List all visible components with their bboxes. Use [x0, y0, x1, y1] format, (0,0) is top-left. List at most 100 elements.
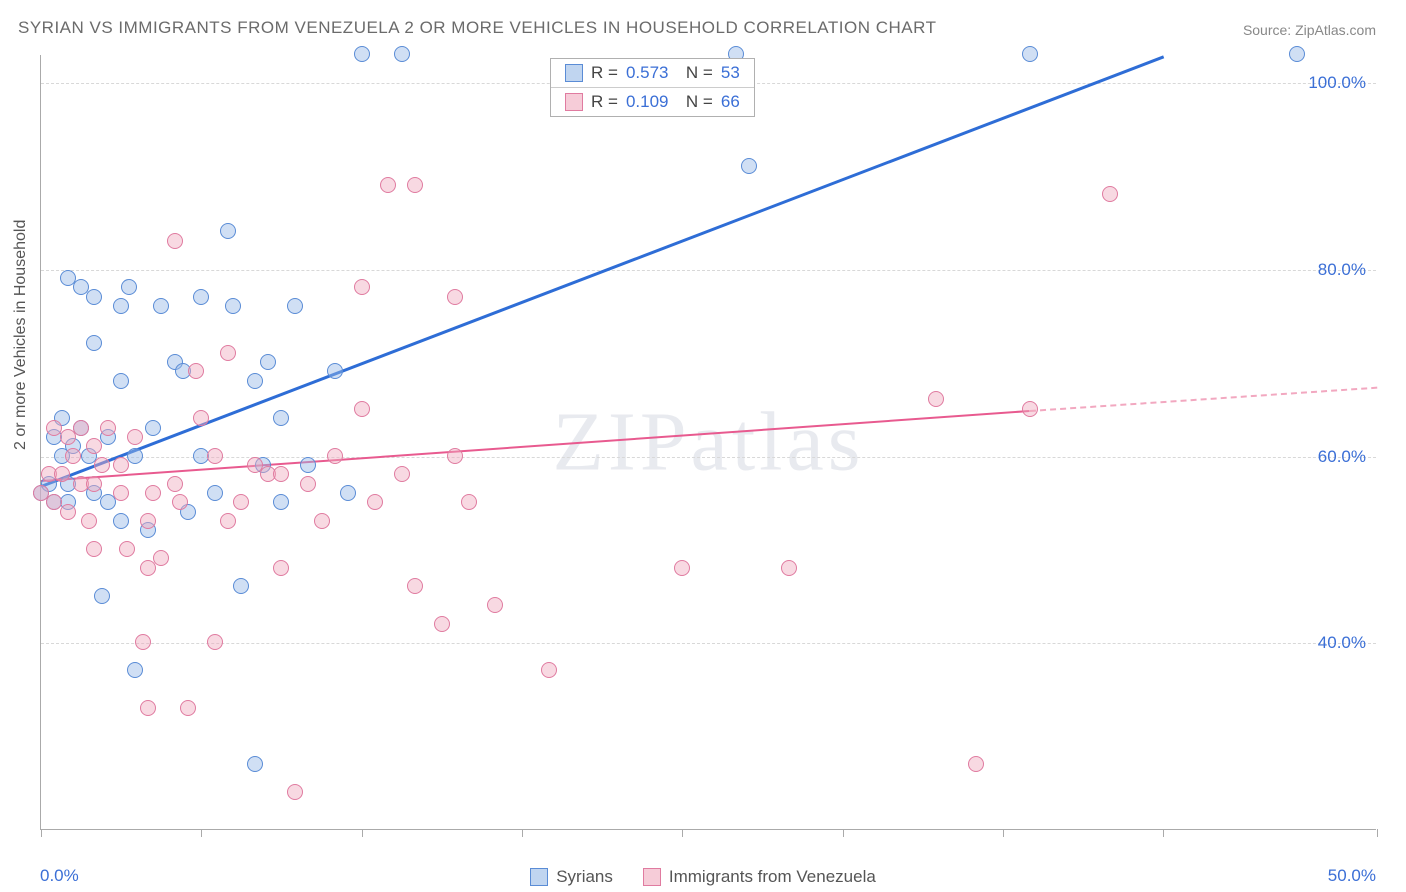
data-point	[1022, 401, 1038, 417]
chart-container: SYRIAN VS IMMIGRANTS FROM VENEZUELA 2 OR…	[0, 0, 1406, 892]
data-point	[180, 700, 196, 716]
stats-legend: R = 0.573 N = 53 R = 0.109 N = 66	[550, 58, 755, 117]
x-tick-label: 50.0%	[1328, 866, 1376, 886]
data-point	[461, 494, 477, 510]
y-tick-label: 40.0%	[1318, 633, 1366, 653]
data-point	[188, 363, 204, 379]
data-point	[127, 662, 143, 678]
legend-label: Syrians	[556, 867, 613, 887]
data-point	[273, 560, 289, 576]
data-point	[145, 485, 161, 501]
stat-r-value: 0.109	[626, 92, 669, 112]
data-point	[447, 448, 463, 464]
data-point	[86, 541, 102, 557]
x-tick	[522, 829, 523, 837]
data-point	[314, 513, 330, 529]
data-point	[113, 513, 129, 529]
data-point	[207, 448, 223, 464]
data-point	[741, 158, 757, 174]
data-point	[153, 298, 169, 314]
data-point	[434, 616, 450, 632]
swatch-pink	[565, 93, 583, 111]
x-tick	[362, 829, 363, 837]
trend-line	[41, 410, 1030, 482]
data-point	[65, 448, 81, 464]
data-point	[220, 513, 236, 529]
data-point	[60, 504, 76, 520]
data-point	[300, 457, 316, 473]
data-point	[94, 588, 110, 604]
gridline	[41, 643, 1376, 644]
data-point	[119, 541, 135, 557]
source-label: Source: ZipAtlas.com	[1243, 22, 1376, 38]
data-point	[86, 335, 102, 351]
data-point	[541, 662, 557, 678]
data-point	[81, 513, 97, 529]
stat-n-value: 66	[721, 92, 740, 112]
data-point	[127, 429, 143, 445]
data-point	[113, 298, 129, 314]
y-tick-label: 100.0%	[1308, 73, 1366, 93]
data-point	[167, 233, 183, 249]
swatch-blue	[530, 868, 548, 886]
legend-item-syrians: Syrians	[530, 867, 613, 887]
data-point	[135, 634, 151, 650]
data-point	[300, 476, 316, 492]
data-point	[1022, 46, 1038, 62]
data-point	[781, 560, 797, 576]
data-point	[273, 466, 289, 482]
data-point	[968, 756, 984, 772]
data-point	[674, 560, 690, 576]
data-point	[207, 485, 223, 501]
data-point	[113, 485, 129, 501]
data-point	[86, 438, 102, 454]
data-point	[447, 289, 463, 305]
data-point	[367, 494, 383, 510]
stat-label: R =	[591, 92, 618, 112]
x-tick	[41, 829, 42, 837]
trend-line	[1030, 386, 1377, 411]
data-point	[407, 177, 423, 193]
swatch-pink	[643, 868, 661, 886]
data-point	[220, 223, 236, 239]
data-point	[327, 448, 343, 464]
data-point	[260, 354, 276, 370]
data-point	[73, 420, 89, 436]
chart-title: SYRIAN VS IMMIGRANTS FROM VENEZUELA 2 OR…	[18, 18, 936, 38]
stat-label: R =	[591, 63, 618, 83]
data-point	[140, 513, 156, 529]
data-point	[354, 401, 370, 417]
x-tick-label: 0.0%	[40, 866, 79, 886]
data-point	[233, 578, 249, 594]
data-point	[121, 279, 137, 295]
data-point	[86, 289, 102, 305]
stat-n-value: 53	[721, 63, 740, 83]
trend-line	[41, 55, 1164, 487]
y-tick-label: 60.0%	[1318, 447, 1366, 467]
data-point	[380, 177, 396, 193]
data-point	[193, 289, 209, 305]
data-point	[86, 476, 102, 492]
x-tick	[201, 829, 202, 837]
data-point	[287, 298, 303, 314]
data-point	[145, 420, 161, 436]
data-point	[354, 279, 370, 295]
data-point	[207, 634, 223, 650]
data-point	[94, 457, 110, 473]
bottom-legend: Syrians Immigrants from Venezuela	[0, 867, 1406, 887]
data-point	[247, 373, 263, 389]
swatch-blue	[565, 64, 583, 82]
legend-item-venezuela: Immigrants from Venezuela	[643, 867, 876, 887]
data-point	[487, 597, 503, 613]
data-point	[140, 700, 156, 716]
data-point	[340, 485, 356, 501]
data-point	[54, 466, 70, 482]
x-tick	[1003, 829, 1004, 837]
stat-label: N =	[676, 92, 712, 112]
data-point	[220, 345, 236, 361]
data-point	[327, 363, 343, 379]
data-point	[225, 298, 241, 314]
data-point	[273, 410, 289, 426]
gridline	[41, 457, 1376, 458]
data-point	[193, 410, 209, 426]
